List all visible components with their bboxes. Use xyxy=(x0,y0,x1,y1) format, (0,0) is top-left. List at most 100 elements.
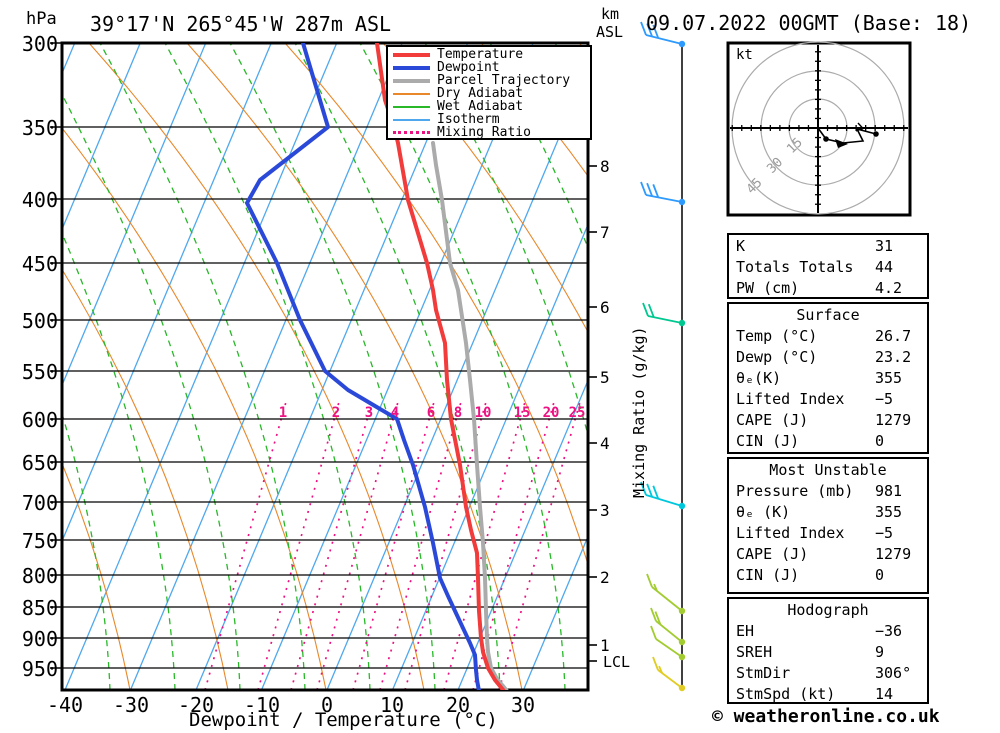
table-row: Totals Totals 44 xyxy=(729,257,927,278)
legend-item-label: Dewpoint xyxy=(437,60,500,75)
background-lines xyxy=(62,43,588,690)
km-tick-label: 5 xyxy=(600,368,610,387)
wind-barb-tick xyxy=(658,665,663,674)
mixing-ratio-line xyxy=(316,401,399,690)
table-row: CIN (J) 0 xyxy=(729,565,927,586)
table-row-label: StmSpd (kt) xyxy=(736,685,836,703)
pressure-tick-label: 600 xyxy=(21,408,58,432)
table-row-value: 355 xyxy=(875,369,903,387)
wet-adiabat-line xyxy=(489,43,588,250)
pressure-tick-label: 500 xyxy=(21,309,58,333)
legend-swatch-thick xyxy=(393,78,430,83)
wind-barb-dot xyxy=(678,319,686,327)
mixing-ratio-label: 20 xyxy=(542,405,560,421)
wind-barb xyxy=(646,573,686,615)
table-row: Pressure (mb) 981 xyxy=(729,481,927,502)
dry-adiabat-line xyxy=(186,43,523,690)
table-section-most-unstable: Most Unstable Pressure (mb) 981 θₑ (K) 355 Li… xyxy=(727,457,929,594)
km-tick-label: 4 xyxy=(600,434,610,453)
mixing-ratio-label: 8 xyxy=(453,405,463,421)
temp-tick-label: -30 xyxy=(112,693,150,717)
legend-swatch-thick xyxy=(393,52,430,57)
mixing-ratio-label: 10 xyxy=(474,405,492,421)
pressure-tick-label: 300 xyxy=(21,32,58,56)
wind-barb-tick xyxy=(640,181,647,196)
table-row-value: −5 xyxy=(875,390,894,408)
table-row-value: 4.2 xyxy=(875,279,903,297)
wet-adiabat-line xyxy=(62,92,241,690)
mixing-ratio-line xyxy=(290,401,373,690)
table-row: CAPE (J) 1279 xyxy=(729,410,927,431)
hodograph-trace-arrowhead xyxy=(835,139,848,148)
table-row-label: PW (cm) xyxy=(736,279,800,297)
legend-swatch-dotted xyxy=(393,131,430,134)
km-tick-label: 2 xyxy=(600,568,610,587)
table-row-label: Lifted Index xyxy=(736,524,845,542)
temp-tick-label: 0 xyxy=(320,693,334,717)
hodograph-unit-label: kt xyxy=(736,47,753,63)
dewpoint-curve xyxy=(245,43,481,690)
x-axis-label: Dewpoint / Temperature (°C) xyxy=(189,709,498,731)
table-row-value: 1279 xyxy=(875,545,912,563)
wind-barb-stem xyxy=(655,638,683,658)
sounding-curves xyxy=(245,43,509,690)
model-run-title: 09.07.2022 00GMT (Base: 18) xyxy=(646,11,972,35)
mixing-ratio-label: 4 xyxy=(390,405,400,421)
table-row-label: CAPE (J) xyxy=(736,411,809,429)
table-row: Lifted Index −5 xyxy=(729,389,927,410)
pressure-tick-label: 750 xyxy=(21,529,58,553)
wet-adiabat-line xyxy=(164,43,371,690)
parcel-trajectory-curve xyxy=(431,141,509,690)
wind-barb-tick xyxy=(646,23,653,37)
pressure-tick-label: 450 xyxy=(21,252,58,276)
km-tick-label: 6 xyxy=(600,298,610,317)
wind-barb xyxy=(642,302,686,327)
wind-barb xyxy=(650,607,686,646)
table-row-label: Totals Totals xyxy=(736,258,854,276)
mixing-ratio-line xyxy=(498,401,581,690)
wind-barb xyxy=(640,481,686,510)
table-row-value: −36 xyxy=(875,622,903,640)
table-row: CIN (J) 0 xyxy=(729,431,927,452)
wind-barb-dot xyxy=(678,40,686,48)
isotherm-line xyxy=(62,43,272,543)
wind-barb-dot xyxy=(678,198,686,206)
legend-item: Temperature xyxy=(393,48,590,61)
mixing-ratio-label: 6 xyxy=(426,405,436,421)
km-tick-label: 3 xyxy=(600,501,610,520)
table-section-hodograph: Hodograph EH −36 SREH 9 StmDir 306° StmSpd (kt)… xyxy=(727,597,929,704)
table-row-value: 981 xyxy=(875,482,903,500)
table-row-value: 44 xyxy=(875,258,894,276)
wet-adiabat-line xyxy=(359,43,566,690)
temp-tick-label: 20 xyxy=(445,693,471,717)
table-row-value: 14 xyxy=(875,685,894,703)
temp-tick-label: -10 xyxy=(243,693,281,717)
legend-swatch-thin xyxy=(393,105,430,108)
isotherm-line xyxy=(195,43,469,690)
mixing-ratio-label: 2 xyxy=(331,405,341,421)
wind-barb-tick xyxy=(646,182,653,197)
dry-adiabat-line xyxy=(284,43,588,567)
wind-barb-column xyxy=(640,21,686,692)
table-row-value: 31 xyxy=(875,237,894,255)
wind-barb-tick xyxy=(652,24,660,39)
legend-swatch-thin xyxy=(393,118,430,121)
wet-adiabat-line xyxy=(424,43,588,438)
temperature-curve xyxy=(375,43,506,690)
wet-adiabat-line xyxy=(62,231,176,690)
table-row-label: StmDir xyxy=(736,664,791,682)
wind-barb-tick xyxy=(652,485,660,500)
wind-barb-dot xyxy=(678,607,686,615)
isotherm-line xyxy=(62,43,207,387)
table-section-header: Most Unstable xyxy=(769,461,887,479)
legend-item: Isotherm xyxy=(393,113,590,126)
temp-tick-label: 10 xyxy=(379,693,405,717)
station-title: 39°17'N 265°45'W 287m ASL xyxy=(90,12,392,36)
table-row: StmDir 306° xyxy=(729,663,927,684)
table-section-header: Surface xyxy=(796,306,860,324)
wet-adiabat-line xyxy=(99,43,306,690)
wind-barb xyxy=(652,656,686,692)
table-row: PW (cm) 4.2 xyxy=(729,278,927,299)
